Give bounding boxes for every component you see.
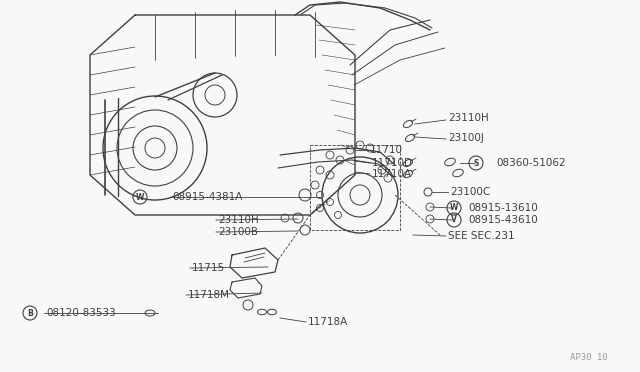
Text: 11710A: 11710A: [372, 169, 412, 179]
Text: 11715: 11715: [192, 263, 225, 273]
Text: AP30 10: AP30 10: [570, 353, 607, 362]
Text: 23100B: 23100B: [218, 227, 258, 237]
Text: 23100C: 23100C: [450, 187, 490, 197]
Text: SEE SEC.231: SEE SEC.231: [448, 231, 515, 241]
Text: 08915-13610: 08915-13610: [468, 203, 538, 213]
Text: 11710D: 11710D: [372, 158, 413, 168]
Text: 08915-4381A: 08915-4381A: [172, 192, 243, 202]
Text: 08360-51062: 08360-51062: [496, 158, 566, 168]
Text: W: W: [450, 203, 458, 212]
Text: 08915-43610: 08915-43610: [468, 215, 538, 225]
Text: V: V: [451, 215, 457, 224]
Text: B: B: [27, 308, 33, 317]
Text: 23110H: 23110H: [448, 113, 489, 123]
Text: S: S: [474, 158, 479, 167]
Text: 11710: 11710: [370, 145, 403, 155]
Text: W: W: [136, 192, 144, 202]
Text: 11718A: 11718A: [308, 317, 348, 327]
Text: 08120-83533: 08120-83533: [46, 308, 116, 318]
Text: 23100J: 23100J: [448, 133, 484, 143]
Text: 23110H: 23110H: [218, 215, 259, 225]
Text: 11718M: 11718M: [188, 290, 230, 300]
